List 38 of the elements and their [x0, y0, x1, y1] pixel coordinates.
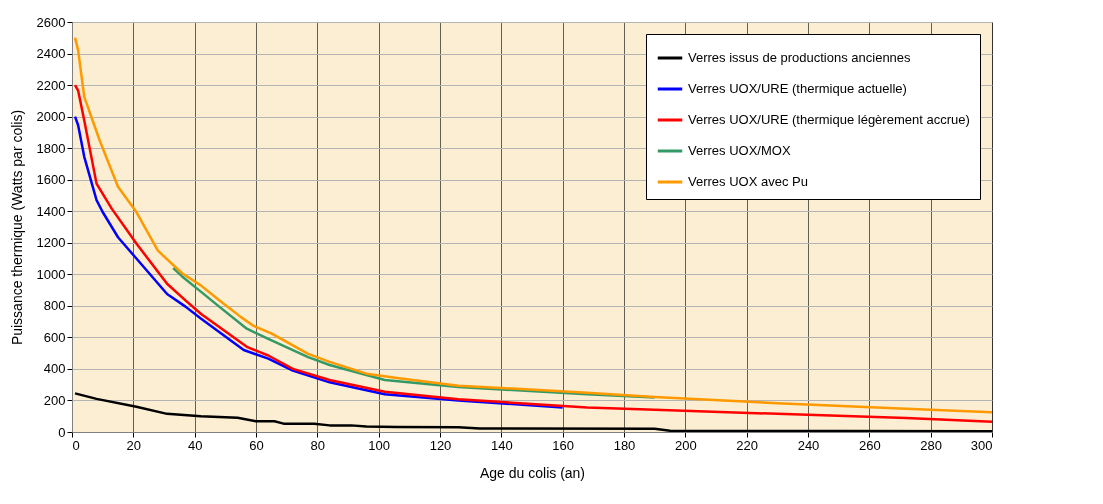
y-tick-label: 0: [58, 424, 66, 440]
x-tick-label: 160: [552, 437, 575, 453]
y-tick-label: 200: [43, 392, 66, 408]
y-tick-label: 2000: [36, 109, 66, 125]
x-tick-label: 140: [490, 437, 513, 453]
legend-label: Verres issus de productions anciennes: [688, 50, 912, 65]
x-tick-label: 200: [674, 437, 697, 453]
y-tick-label: 1800: [36, 140, 66, 156]
y-tick-label: 1600: [36, 172, 66, 188]
x-tick-label: 220: [736, 437, 759, 453]
x-tick-label: 20: [126, 437, 142, 453]
x-tick-label: 100: [368, 437, 391, 453]
line-series: [73, 115, 564, 409]
x-tick-label: 40: [187, 437, 203, 453]
y-tick-label: 2400: [36, 46, 66, 62]
y-tick-label: 400: [43, 361, 66, 377]
x-tick-label: 240: [797, 437, 820, 453]
x-tick-label: 120: [429, 437, 452, 453]
x-tick-label: 80: [310, 437, 326, 453]
y-tick-label: 2600: [36, 14, 66, 30]
y-tick-label: 1200: [36, 235, 66, 251]
legend-label: Verres UOX/URE (thermique actuelle): [688, 81, 907, 96]
x-tick-label: 300: [970, 437, 993, 453]
y-tick-label: 800: [43, 298, 66, 314]
y-tick-label: 600: [43, 329, 66, 345]
legend-label: Verres UOX avec Pu: [688, 174, 808, 189]
legend-label: Verres UOX/URE (thermique légèrement accrue): [688, 112, 970, 127]
y-tick-label: 1000: [36, 266, 66, 282]
x-tick-label: 180: [613, 437, 636, 453]
x-tick-label: 260: [858, 437, 881, 453]
x-axis-title: Age du colis (an): [479, 464, 586, 481]
y-axis-title: Puissance thermique (Watts par colis): [8, 109, 25, 346]
x-tick-label: 280: [920, 437, 943, 453]
y-tick-label: 2200: [36, 77, 66, 93]
y-tick-label: 1400: [36, 203, 66, 219]
x-tick-label: 0: [72, 437, 80, 453]
x-tick-label: 60: [249, 437, 264, 453]
legend-label: Verres UOX/MOX: [688, 143, 791, 158]
